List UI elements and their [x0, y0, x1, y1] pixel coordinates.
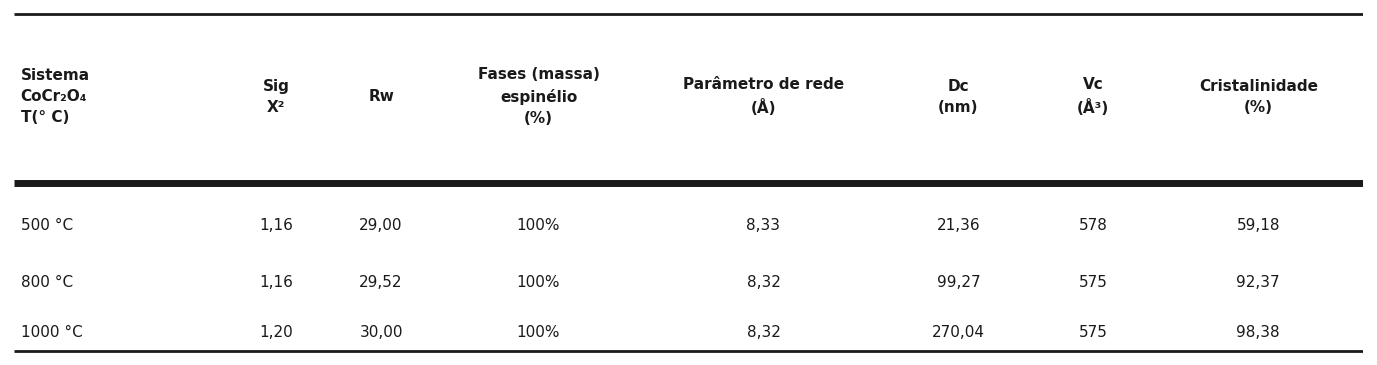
Text: 8,33: 8,33 [746, 218, 781, 233]
Text: 21,36: 21,36 [936, 218, 980, 233]
Text: 575: 575 [1080, 325, 1107, 340]
Text: Rw: Rw [368, 89, 394, 104]
Text: 30,00: 30,00 [359, 325, 403, 340]
Text: 100%: 100% [516, 275, 560, 290]
Text: 59,18: 59,18 [1237, 218, 1281, 233]
Text: Parâmetro de rede
(Å): Parâmetro de rede (Å) [683, 77, 844, 116]
Text: Sig
X²: Sig X² [263, 78, 289, 115]
Text: 98,38: 98,38 [1237, 325, 1281, 340]
Text: 1,16: 1,16 [259, 218, 293, 233]
Text: 578: 578 [1080, 218, 1107, 233]
Text: Sistema
CoCr₂O₄
T(° C): Sistema CoCr₂O₄ T(° C) [21, 68, 90, 125]
Text: 100%: 100% [516, 325, 560, 340]
Text: 575: 575 [1080, 275, 1107, 290]
Text: 99,27: 99,27 [936, 275, 980, 290]
Text: 270,04: 270,04 [932, 325, 985, 340]
Text: 8,32: 8,32 [746, 275, 781, 290]
Text: 100%: 100% [516, 218, 560, 233]
Text: Fases (massa)
espinélio
(%): Fases (massa) espinélio (%) [478, 68, 599, 126]
Text: 1000 °C: 1000 °C [21, 325, 83, 340]
Text: 500 °C: 500 °C [21, 218, 73, 233]
Text: Dᴄ
(nm): Dᴄ (nm) [938, 78, 979, 115]
Text: 29,52: 29,52 [359, 275, 403, 290]
Text: 92,37: 92,37 [1237, 275, 1281, 290]
Text: 800 °C: 800 °C [21, 275, 73, 290]
Text: 29,00: 29,00 [359, 218, 403, 233]
Text: 1,16: 1,16 [259, 275, 293, 290]
Text: Vc
(Å³): Vc (Å³) [1077, 77, 1110, 116]
Text: 1,20: 1,20 [259, 325, 293, 340]
Text: 8,32: 8,32 [746, 325, 781, 340]
Text: Cristalinidade
(%): Cristalinidade (%) [1199, 78, 1318, 115]
